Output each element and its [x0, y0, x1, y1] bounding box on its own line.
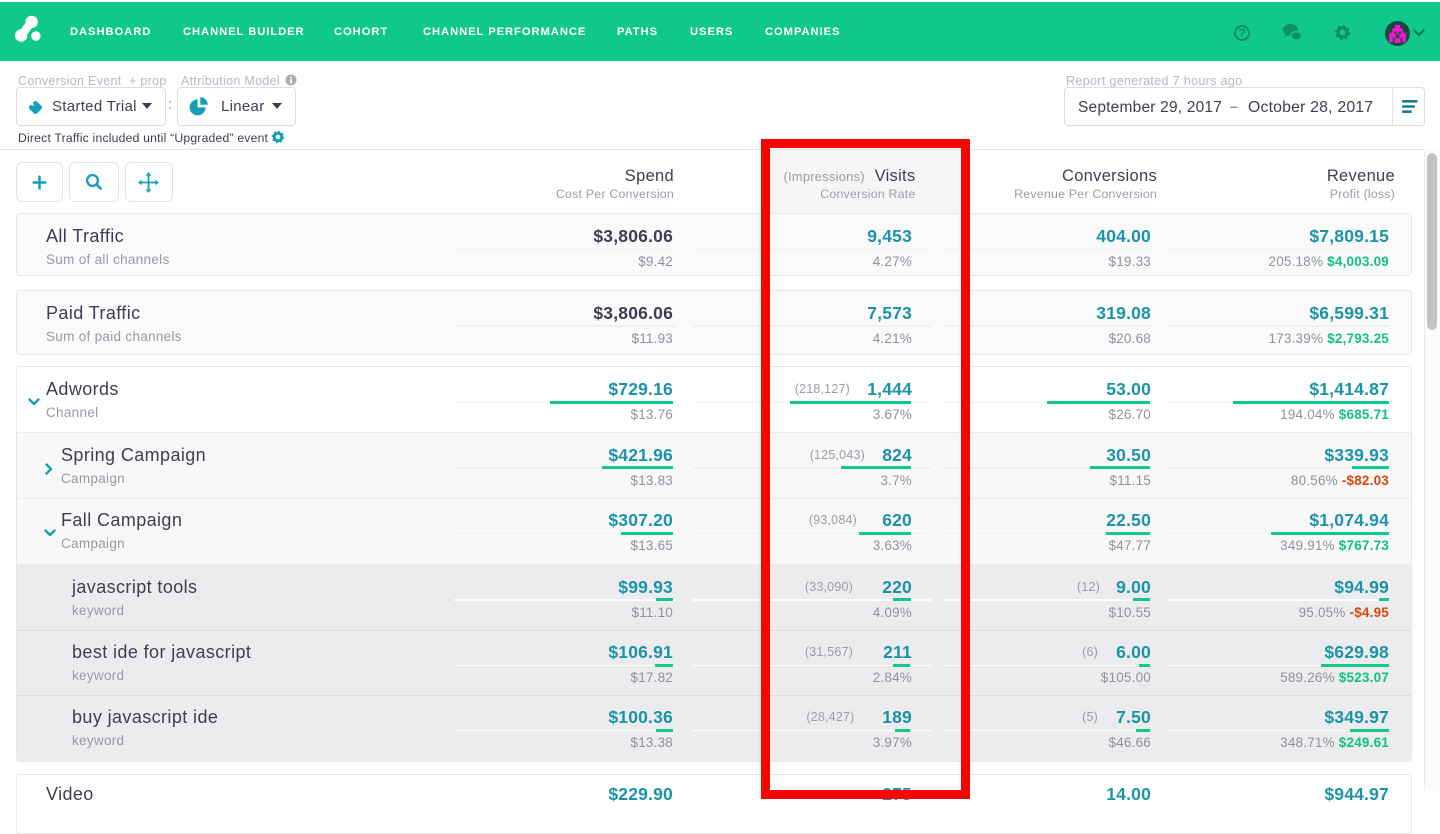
svg-text:?: ?: [1238, 28, 1245, 40]
